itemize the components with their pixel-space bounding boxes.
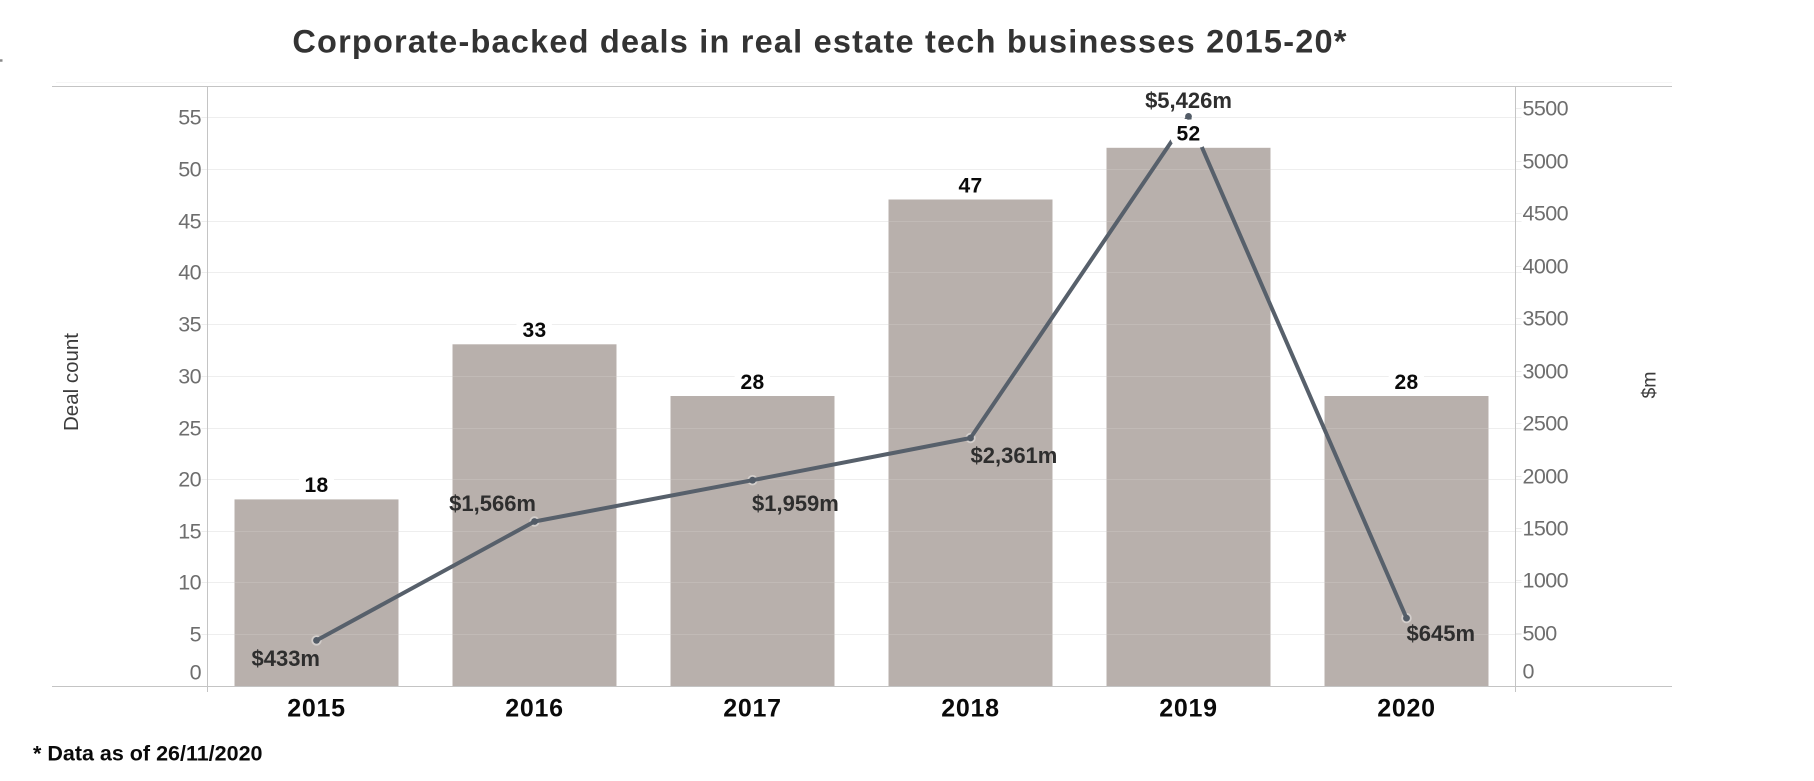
svg-text:18: 18 bbox=[305, 474, 329, 497]
svg-text:28: 28 bbox=[1395, 371, 1419, 394]
svg-text:33: 33 bbox=[523, 319, 547, 342]
svg-text:52: 52 bbox=[1177, 123, 1201, 146]
svg-text:47: 47 bbox=[959, 174, 983, 197]
svg-text:28: 28 bbox=[741, 371, 765, 394]
